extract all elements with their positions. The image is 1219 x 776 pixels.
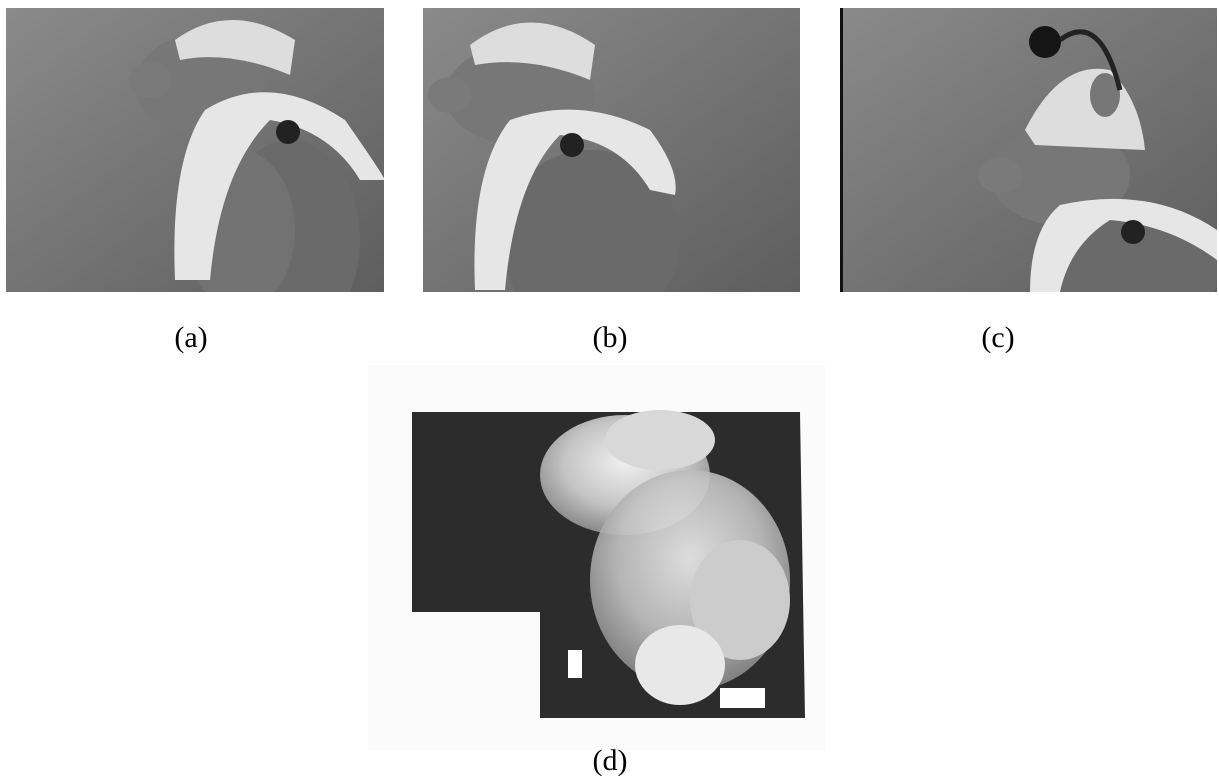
- figure: (a) (b) (c) (d): [0, 0, 1219, 776]
- caption-a: (a): [174, 321, 207, 354]
- caption-b: (b): [593, 321, 628, 354]
- caption-c: (c): [981, 321, 1014, 354]
- depth-map: [368, 365, 825, 750]
- page: (a) (b) (c) (d) (() => { const data = JS…: [0, 0, 1219, 776]
- photo-b: [423, 8, 800, 330]
- photo-a: [6, 8, 385, 340]
- caption-d: (d): [593, 744, 628, 776]
- photo-c: [840, 8, 1219, 330]
